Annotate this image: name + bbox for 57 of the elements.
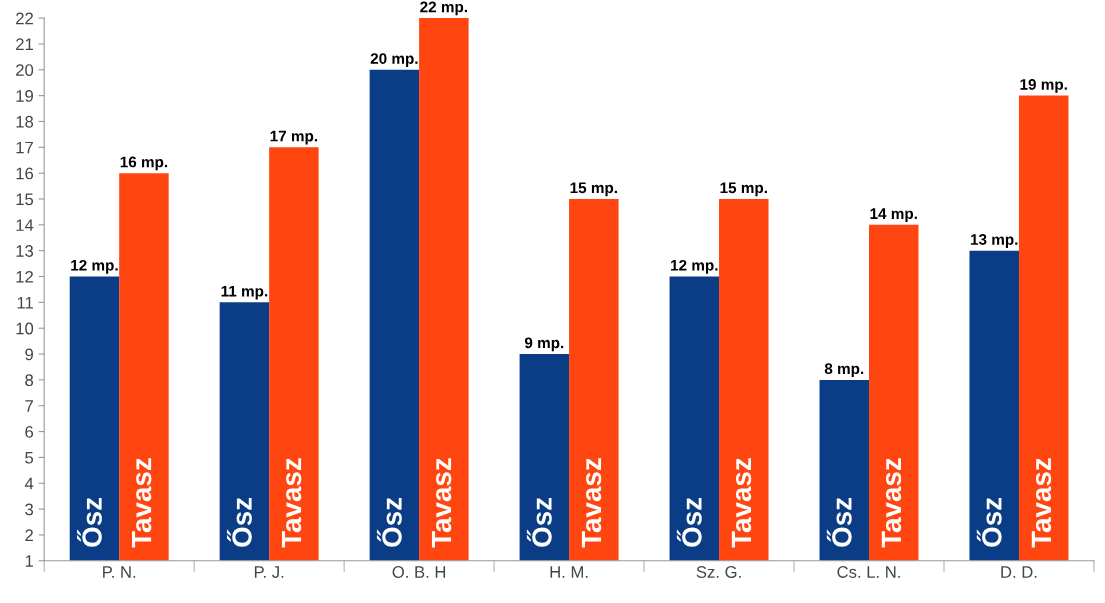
- y-tick-label: 18: [16, 115, 34, 128]
- text: Ősz: [676, 497, 702, 547]
- data-label: 19 mp.: [1020, 79, 1067, 93]
- data-label: 9 mp.: [524, 337, 564, 352]
- y-tick-label: 9: [25, 348, 33, 361]
- y-tick-label: 10: [16, 322, 34, 335]
- text: Tavasz: [281, 458, 302, 548]
- series-label: Tavasz: [581, 458, 602, 548]
- data-label: 12 mp.: [71, 259, 118, 274]
- data-label: 16 mp.: [120, 156, 168, 171]
- y-tick-label: 4: [24, 477, 34, 490]
- data-label: 15 mp.: [570, 182, 617, 197]
- y-tick-label: 17: [16, 141, 33, 154]
- text: Tavasz: [731, 458, 752, 548]
- text: Tavasz: [1031, 458, 1052, 548]
- x-tick-label: D. D.: [1001, 566, 1037, 578]
- data-label: 8 mp.: [824, 363, 864, 378]
- x-tick-label: P. N.: [103, 566, 136, 578]
- y-tick-label: 3: [25, 503, 34, 516]
- data-label: 11 mp.: [221, 285, 268, 300]
- x-tick-label: Sz. G.: [696, 566, 741, 578]
- y-tick-label: 20: [16, 64, 34, 76]
- y-tick-label: 2: [25, 529, 33, 541]
- y-tick-label: 8: [25, 374, 34, 387]
- text: Tavasz: [431, 458, 452, 548]
- y-tick-label: 13: [16, 245, 34, 257]
- data-label: 12 mp.: [671, 259, 718, 274]
- text: Ősz: [76, 497, 102, 547]
- data-label: 20 mp.: [370, 53, 418, 67]
- data-label: 17 mp.: [270, 130, 318, 145]
- y-tick-label: 11: [17, 296, 33, 309]
- y-tick-label: 12: [16, 270, 33, 283]
- text: Tavasz: [881, 458, 902, 548]
- x-tick-label: P. J.: [254, 566, 284, 578]
- data-label: 14 mp.: [870, 208, 917, 223]
- y-tick-label: 6: [25, 425, 34, 438]
- series-label: Ősz: [526, 497, 552, 547]
- y-tick-label: 1: [25, 555, 33, 567]
- text: Ősz: [826, 497, 852, 547]
- x-tick-label: Cs. L. N.: [837, 566, 900, 578]
- data-label: 15 mp.: [720, 182, 767, 197]
- y-tick-label: 7: [25, 400, 33, 412]
- y-tick-label: 14: [16, 219, 34, 231]
- data-label: 22 mp.: [420, 1, 468, 16]
- data-label: 13 mp.: [970, 234, 1018, 248]
- text: Ősz: [376, 497, 402, 547]
- y-tick-label: 22: [16, 12, 33, 25]
- y-tick-label: 16: [16, 167, 34, 180]
- y-tick-label: 21: [16, 38, 33, 50]
- text: Ősz: [976, 497, 1002, 547]
- x-tick-label: O. B. H: [392, 566, 446, 578]
- y-tick-label: 15: [16, 193, 34, 206]
- text: Ősz: [226, 497, 252, 547]
- x-tick-label: H. M.: [550, 566, 588, 578]
- y-tick-label: 5: [25, 451, 34, 464]
- text: Tavasz: [132, 458, 152, 548]
- y-tick-label: 19: [16, 90, 33, 102]
